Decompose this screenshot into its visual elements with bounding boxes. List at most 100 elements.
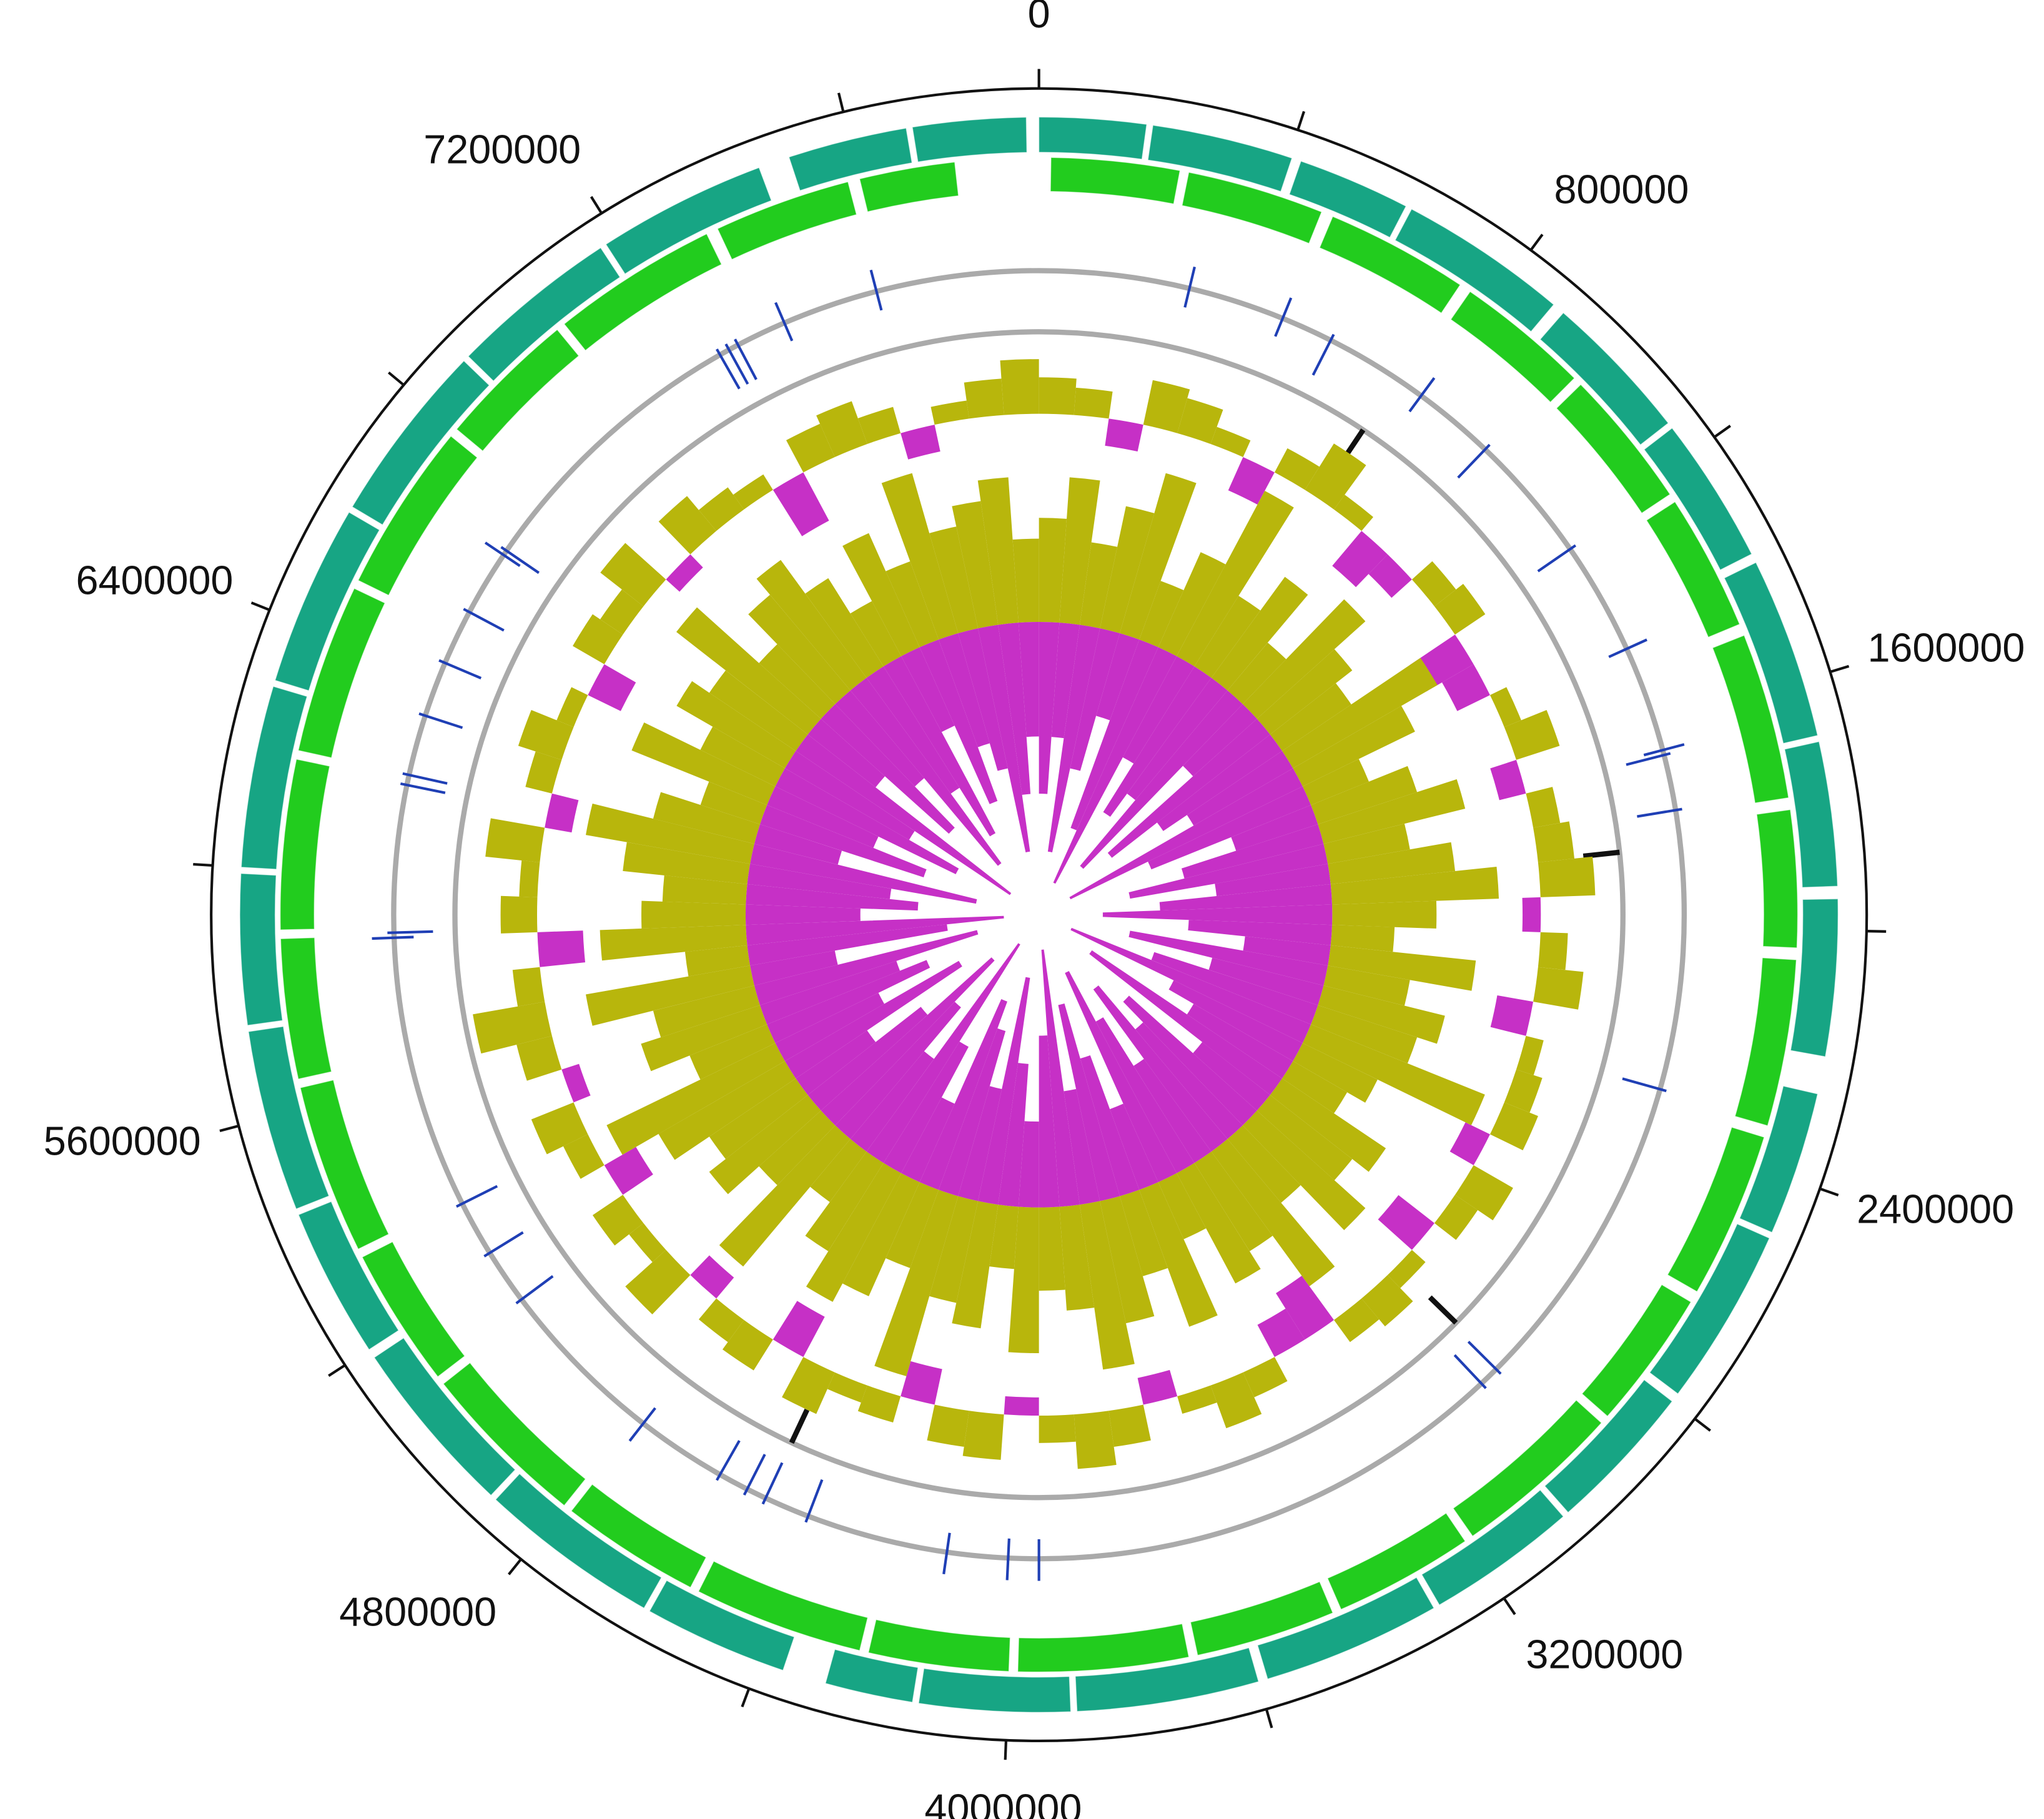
major-tick [508, 1558, 522, 1575]
feature-mark [500, 546, 540, 574]
gc-content-bar [1490, 759, 1526, 801]
gc-content-bar [1334, 1298, 1380, 1343]
gc-skew-bar [1168, 980, 1303, 1062]
gc-skew-bar [998, 1063, 1029, 1207]
gc-skew-bar [977, 977, 1030, 1205]
gc-skew-bar [1093, 985, 1228, 1152]
gene-block [570, 1484, 707, 1588]
gc-content-bar [1533, 967, 1584, 1010]
gc-skew-bar [958, 628, 1008, 771]
x-tick-label: 2400000 [1857, 1186, 2014, 1232]
gc-content-bar [1274, 448, 1320, 490]
gene-block [717, 181, 857, 260]
gc-content-bar [485, 818, 545, 862]
gc-skew-bar [1243, 936, 1331, 966]
gc-content-bar [857, 407, 901, 444]
gc-skew-bar [1187, 1003, 1293, 1079]
gc-skew-bar [1323, 965, 1410, 1006]
gc-skew-bar [850, 601, 902, 667]
gene-block [1784, 741, 1839, 888]
gc-skew-bar [883, 656, 996, 837]
gc-skew-bar [754, 930, 979, 1005]
gene-block [1190, 1581, 1333, 1656]
gc-skew-bar [719, 1125, 851, 1267]
gc-skew-bar [1188, 920, 1333, 945]
gc-skew-bar [919, 639, 998, 804]
gc-content-bar [1526, 787, 1561, 828]
gc-content-bar [1177, 398, 1223, 444]
gc-content-bar [901, 425, 941, 460]
gc-skew-bar [1231, 805, 1318, 851]
gc-skew-bar [1128, 844, 1328, 899]
major-tick [1529, 234, 1544, 251]
x-tick-label: 0 [1028, 0, 1050, 36]
gc-skew-bar [1302, 1024, 1485, 1125]
gc-content-bar [927, 1404, 969, 1447]
gc-content-bar [1108, 1404, 1151, 1447]
gc-skew-bar [709, 670, 808, 751]
major-tick [1503, 1597, 1516, 1615]
gc-skew-bar [939, 1028, 1006, 1196]
feature-mark [400, 782, 446, 794]
gc-skew-bar [807, 719, 885, 787]
gc-content-bar [525, 751, 562, 794]
gc-content-bar [827, 1372, 867, 1403]
x-tick-label: 4000000 [924, 1786, 1082, 1819]
gene-block [1724, 562, 1819, 744]
gene-block [239, 873, 283, 1026]
gc-skew-bar [835, 1002, 961, 1139]
gc-content-bar [518, 709, 574, 760]
gc-skew-bar [1177, 1163, 1261, 1284]
gc-content-bar [733, 474, 773, 510]
gc-skew-bar [874, 1190, 959, 1376]
gc-skew-bar [796, 734, 1012, 895]
gene-block [456, 329, 580, 451]
gc-content-bar [1538, 856, 1596, 897]
major-tick [250, 601, 270, 611]
gc-content-bar [1334, 495, 1373, 531]
feature-mark [1408, 377, 1436, 413]
gc-skew-bar [1053, 647, 1177, 884]
gc-content-bar [625, 1250, 691, 1314]
gc-skew-bar [750, 844, 977, 904]
gc-skew-bar [1227, 1125, 1301, 1203]
feature-mark [743, 1454, 766, 1496]
gc-content-bar [629, 1223, 666, 1263]
gc-skew-bar [989, 1205, 1019, 1269]
feature-mark [715, 348, 741, 390]
gc-skew-bar [1089, 950, 1283, 1095]
gc-content-bar [1004, 1396, 1039, 1416]
gc-content-bar [690, 1255, 734, 1299]
gc-skew-bar [606, 1043, 785, 1155]
gc-content-bar [722, 1319, 773, 1371]
gc-content-bar [658, 496, 717, 555]
feature-mark [1453, 1354, 1487, 1389]
x-tick-label: 800000 [1554, 167, 1689, 212]
gc-skew-bar [850, 1051, 934, 1152]
gc-content-bar [1228, 456, 1275, 505]
x-tick-label: 6400000 [76, 558, 234, 603]
gc-skew-bar [1282, 1061, 1348, 1113]
gc-content-bar [600, 543, 666, 606]
gene-block [1646, 501, 1740, 638]
gc-skew-bar [1194, 1151, 1273, 1251]
gc-content-bar [1533, 821, 1574, 862]
gene-block [1421, 1489, 1564, 1606]
x-tick-label: 5600000 [44, 1118, 201, 1163]
gc-skew-bar [1065, 970, 1177, 1183]
gc-skew-bar [1133, 1058, 1212, 1163]
gene-block [1257, 1577, 1434, 1680]
marker [1428, 1295, 1458, 1325]
gc-skew-bar [1039, 518, 1067, 623]
gc-skew-bar [1135, 1022, 1243, 1139]
gene-block [1756, 809, 1799, 949]
gc-skew-bar [1059, 477, 1100, 625]
gc-skew-bar [929, 526, 978, 634]
gc-content-bar [1276, 1276, 1335, 1340]
gene-block [918, 1668, 1072, 1713]
gene-block [443, 1362, 586, 1506]
gc-skew-bar [700, 726, 785, 787]
gc-skew-bar [775, 768, 959, 874]
gene-block [240, 686, 308, 870]
